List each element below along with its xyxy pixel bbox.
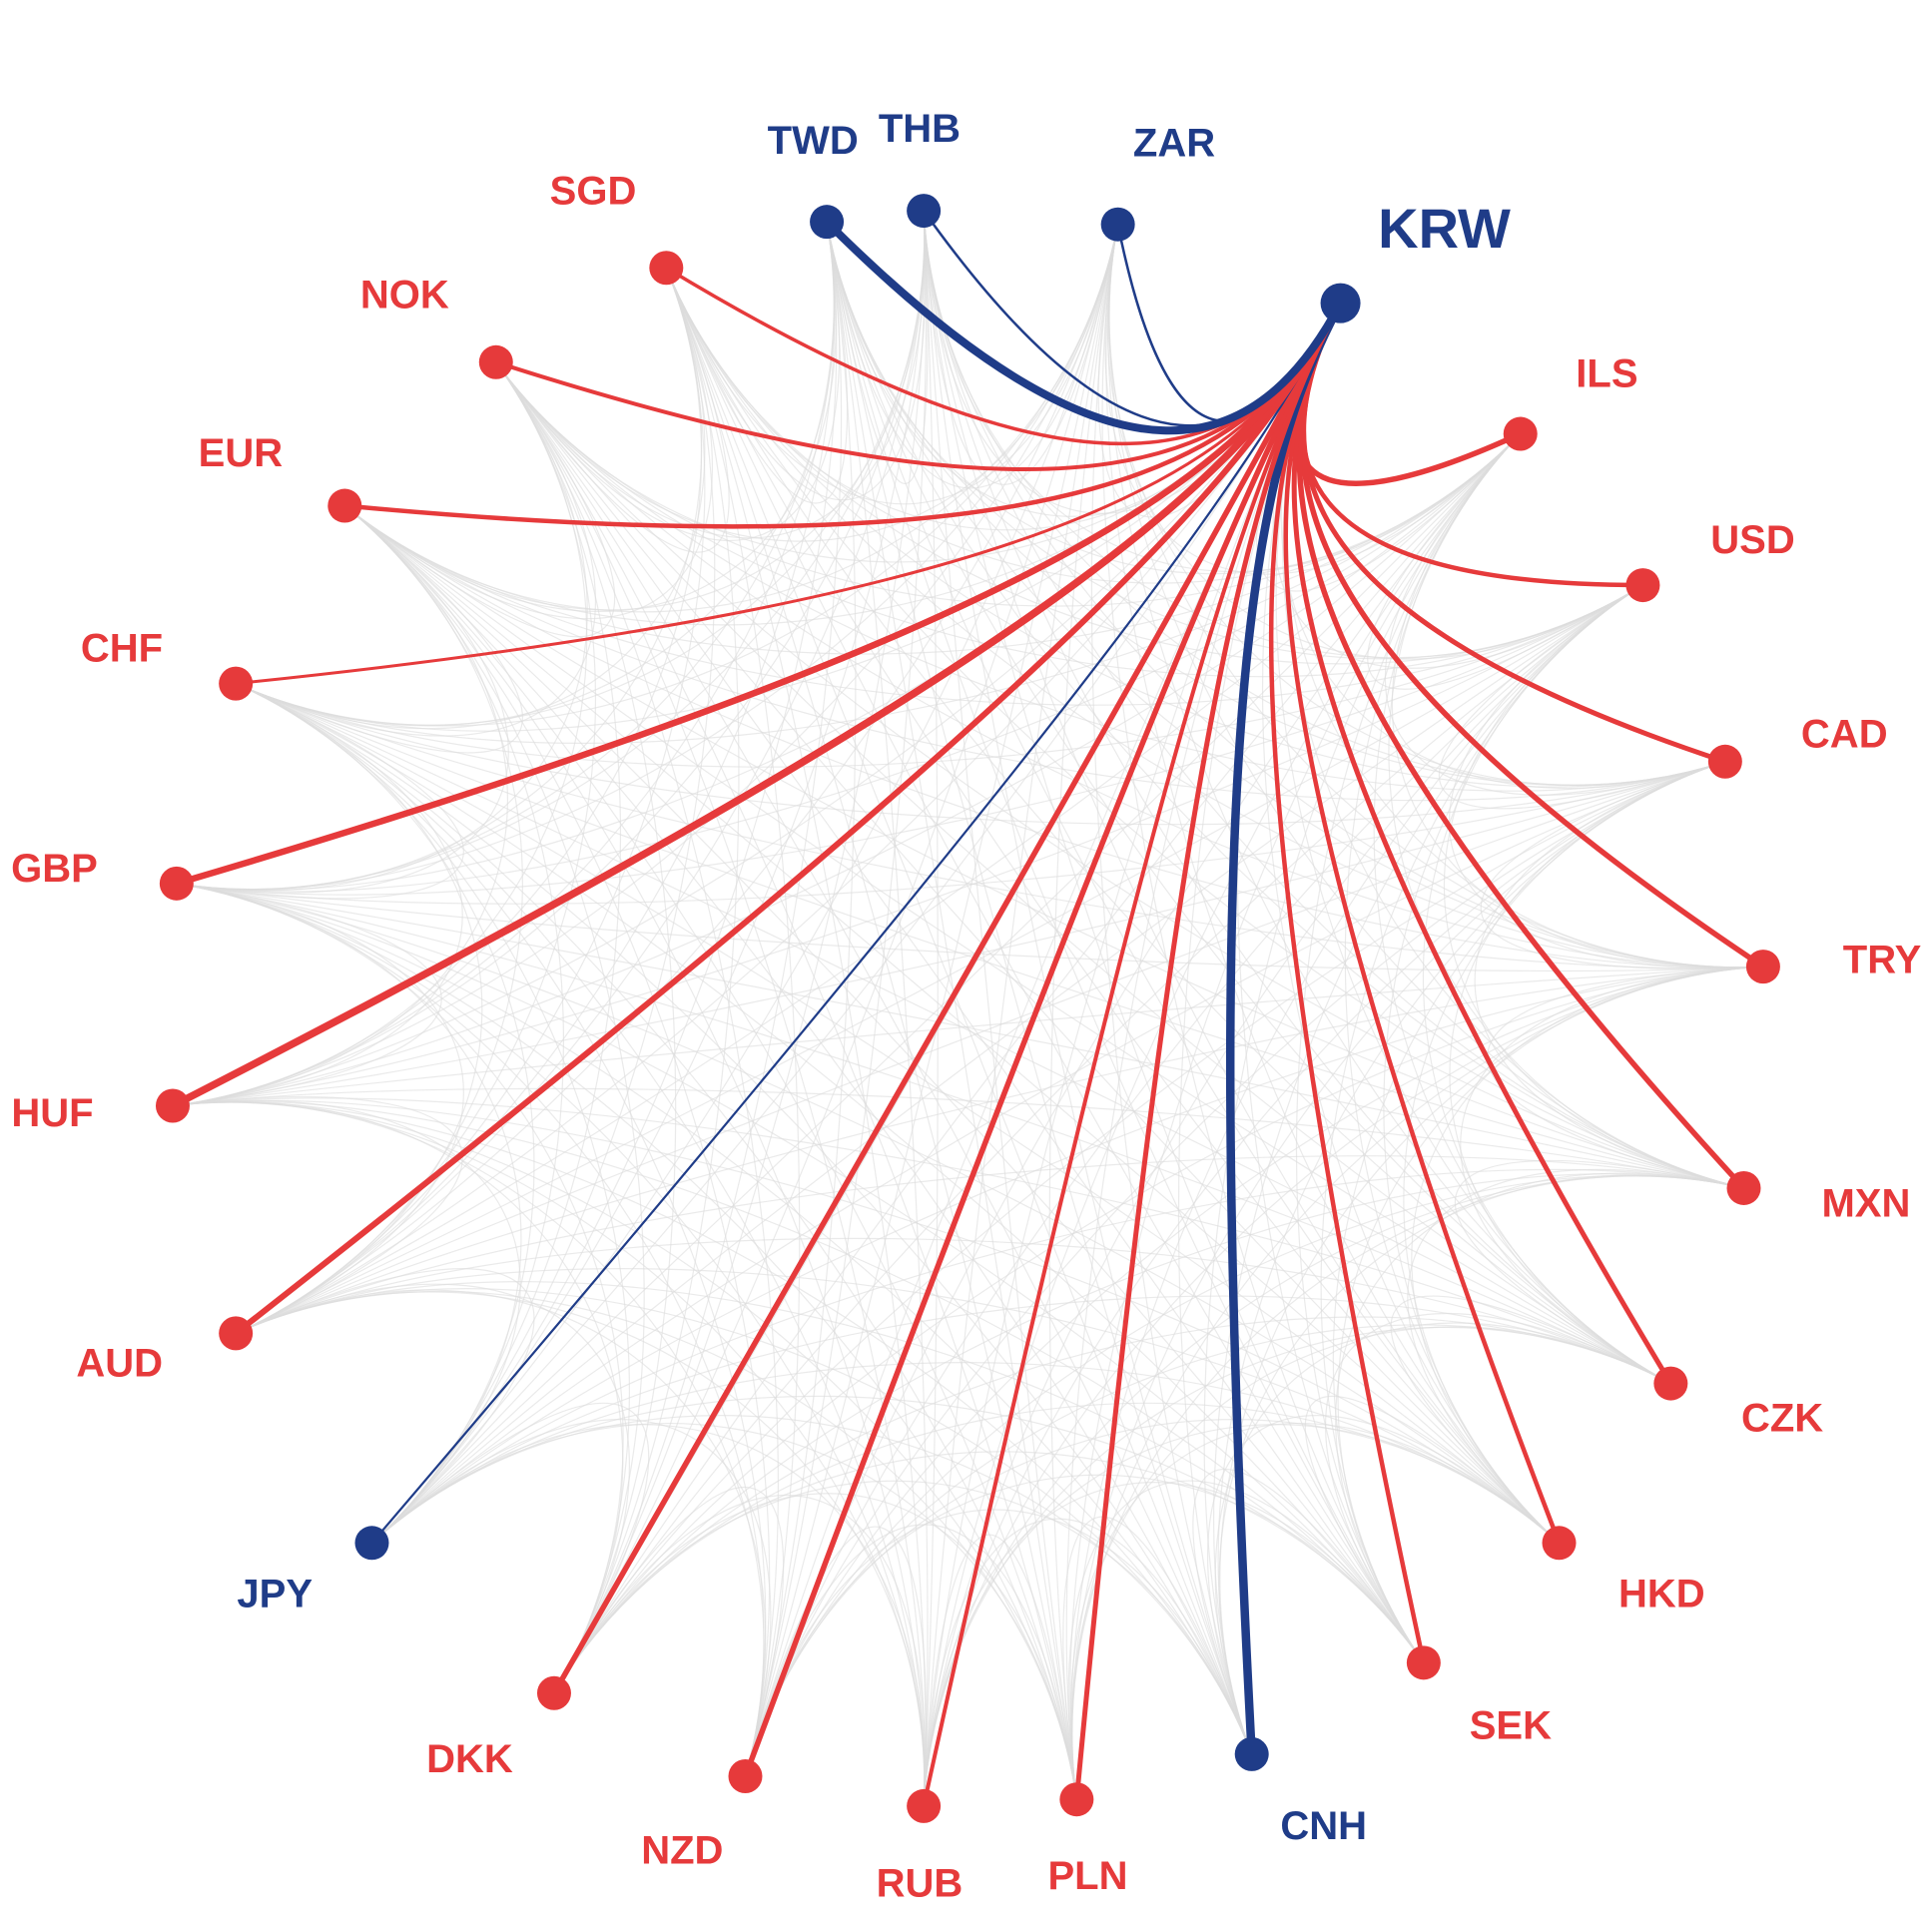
background-edge: [236, 211, 925, 1333]
background-edge: [924, 211, 938, 1806]
background-edge: [177, 222, 834, 889]
currency-label: KRW: [1378, 197, 1511, 260]
currency-node: [1321, 284, 1361, 323]
currency-label: AUD: [76, 1341, 163, 1385]
background-edge: [173, 1088, 1744, 1188]
currency-label: NZD: [641, 1828, 723, 1872]
background-edge: [1105, 225, 1521, 574]
highlight-edge: [177, 304, 1341, 884]
background-edge: [236, 506, 522, 753]
currency-label: CNH: [1280, 1804, 1367, 1848]
currency-network-diagram: THB ZAR KRW ILS USD CAD TRY MXN CZK HKD SEK CNH PLN R…: [0, 0, 1932, 1932]
currency-node: [327, 489, 361, 523]
background-edge: [236, 684, 766, 1776]
currency-node: [1101, 208, 1135, 242]
background-edge: [236, 222, 835, 1333]
background-edge: [666, 225, 1117, 504]
currency-label: ZAR: [1133, 122, 1215, 166]
currency-label: CZK: [1741, 1397, 1823, 1441]
background-edge: [177, 884, 764, 1776]
background-edge: [177, 211, 925, 889]
background-edge: [344, 506, 925, 1806]
currency-node: [1746, 950, 1780, 983]
background-edge: [344, 225, 1117, 612]
currency-node: [219, 1316, 253, 1350]
currency-node: [907, 194, 941, 228]
currency-node: [1708, 745, 1742, 779]
background-edge: [344, 506, 563, 1544]
currency-node: [810, 205, 844, 239]
currency-node: [160, 867, 194, 901]
currency-label: CAD: [1801, 713, 1888, 757]
background-edge: [1475, 762, 1743, 1188]
currency-label: USD: [1710, 518, 1794, 562]
currency-label: NOK: [360, 274, 449, 318]
background-edge: [1389, 434, 1744, 1188]
currency-node: [1504, 417, 1538, 451]
background-edge: [236, 268, 705, 1333]
currency-label: PLN: [1047, 1854, 1127, 1898]
background-edge: [173, 225, 1118, 1106]
currency-label: THB: [879, 107, 961, 151]
background-edge: [554, 1494, 1076, 1799]
currency-label: HUF: [11, 1091, 93, 1135]
background-edge: [173, 1100, 1560, 1543]
currency-node: [1407, 1645, 1441, 1679]
currency-label: TWD: [768, 119, 859, 163]
currency-node: [1726, 1171, 1760, 1205]
background-edge: [344, 268, 712, 618]
currency-label: TRY: [1843, 939, 1922, 982]
background-edge: [1072, 1176, 1744, 1799]
labels-layer: THB ZAR KRW ILS USD CAD TRY MXN CZK HKD SEK CNH PLN R…: [11, 107, 1921, 1906]
background-edge: [1374, 434, 1670, 1384]
currency-label: ILS: [1576, 352, 1637, 396]
background-edge: [236, 1290, 766, 1776]
highlight-edge: [1303, 304, 1643, 585]
currency-node: [354, 1526, 388, 1560]
background-edge: [1109, 225, 1725, 786]
currency-label: DKK: [426, 1737, 513, 1781]
currency-label: EUR: [199, 431, 284, 475]
background-edge: [236, 684, 629, 1693]
currency-node: [1543, 1526, 1577, 1560]
currency-label: SEK: [1470, 1703, 1552, 1747]
currency-label: HKD: [1618, 1572, 1705, 1615]
background-edge: [236, 1156, 1743, 1334]
currency-label: SGD: [550, 170, 637, 214]
background-edge: [745, 1510, 1251, 1776]
background-edge: [1423, 585, 1670, 1384]
background-edge: [1072, 762, 1725, 1799]
currency-node: [907, 1789, 941, 1823]
background-edge: [554, 1174, 1744, 1693]
currency-node: [219, 667, 253, 701]
nodes-layer: [156, 194, 1780, 1823]
background-edge: [173, 1102, 764, 1776]
currency-node: [1625, 568, 1659, 602]
currency-node: [479, 345, 513, 379]
background-edge: [236, 1284, 629, 1693]
currency-label: MXN: [1821, 1182, 1910, 1226]
currency-label: JPY: [237, 1572, 313, 1615]
currency-node: [537, 1676, 571, 1710]
background-edge: [1109, 225, 1744, 1188]
background-edge: [236, 1292, 925, 1806]
currency-node: [1059, 1782, 1093, 1816]
currency-node: [1235, 1737, 1269, 1771]
currency-label: CHF: [81, 627, 163, 671]
currency-label: RUB: [877, 1861, 964, 1905]
background-edge: [236, 684, 1424, 1663]
currency-node: [156, 1088, 190, 1122]
currency-node: [1653, 1367, 1687, 1401]
background-edge: [371, 1416, 1251, 1754]
background-edge: [1385, 434, 1724, 796]
currency-label: GBP: [11, 847, 98, 891]
background-edge: [554, 966, 1763, 1693]
background-edge: [924, 966, 1763, 1806]
currency-node: [649, 251, 683, 285]
currency-node: [728, 1759, 762, 1793]
